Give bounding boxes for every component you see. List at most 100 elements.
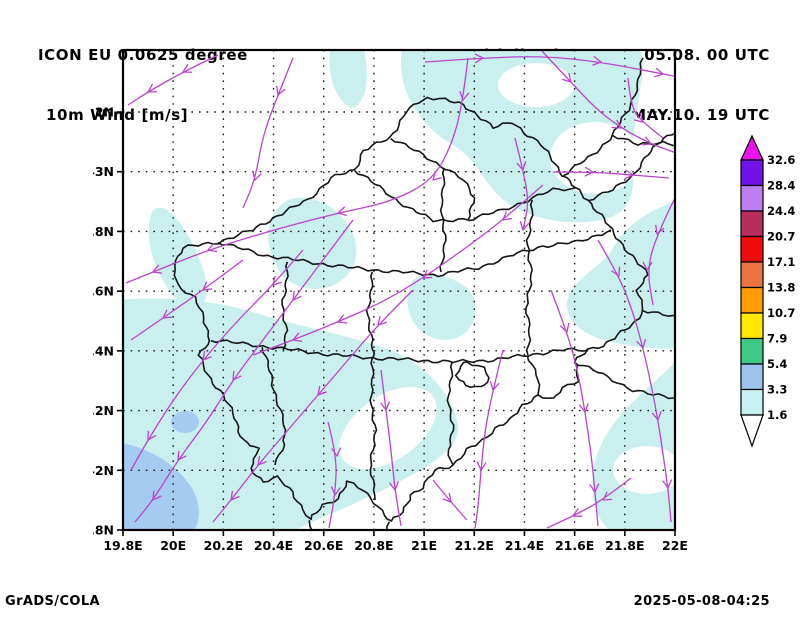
streamline-arrowhead bbox=[377, 315, 387, 326]
shade-region-cyan bbox=[407, 274, 476, 340]
municipality-border bbox=[454, 361, 490, 388]
map-plot-area: 19.8E 20E 20.2E 20.4E 20.6E 20.8E 21E 21.2E 21.4… bbox=[93, 48, 688, 550]
shade-hole-white bbox=[613, 446, 675, 494]
municipality-border bbox=[261, 347, 287, 466]
colorbar-tick-label: 24.4 bbox=[767, 204, 795, 218]
colorbar-arrow-top bbox=[740, 134, 764, 161]
streamline-arrowhead bbox=[202, 350, 212, 361]
municipality-border bbox=[588, 132, 675, 202]
municipality-border bbox=[525, 199, 534, 356]
streamline-arrowhead bbox=[641, 136, 652, 146]
wind-streamlines-layer bbox=[125, 50, 675, 529]
x-tick-label: 21.8E bbox=[605, 538, 644, 550]
grads-credit: GrADS/COLA bbox=[5, 594, 100, 609]
colorbar-segment bbox=[740, 363, 764, 391]
x-tick-label: 22E bbox=[662, 538, 688, 550]
streamline-arrowhead bbox=[337, 314, 348, 324]
streamline-arrowhead bbox=[474, 53, 484, 64]
streamline-arrowhead bbox=[162, 309, 173, 319]
streamline-arrowhead bbox=[337, 206, 348, 217]
municipality-border bbox=[386, 521, 391, 530]
streamline-arrowhead bbox=[442, 492, 452, 503]
y-tick-label: 43N bbox=[93, 164, 114, 179]
streamline bbox=[380, 369, 402, 527]
streamline-arrowhead bbox=[388, 481, 400, 491]
colorbar-segment bbox=[740, 210, 764, 238]
colorbar-tick-label: 17.1 bbox=[767, 255, 795, 269]
streamline-arrowhead bbox=[380, 401, 391, 411]
streamline bbox=[212, 289, 414, 523]
shade-hole-white bbox=[498, 63, 574, 107]
colorbar-segment bbox=[740, 388, 764, 416]
streamline-arrowhead bbox=[182, 63, 193, 73]
streamline-arrowhead bbox=[317, 385, 327, 396]
colorbar-segment bbox=[740, 337, 764, 365]
streamline bbox=[514, 137, 529, 231]
y-tick-label: 42.2N bbox=[93, 403, 114, 418]
streamline bbox=[242, 57, 294, 209]
shade-hole-white bbox=[407, 476, 499, 528]
grid-lines-layer bbox=[123, 50, 675, 530]
streamline bbox=[424, 56, 675, 77]
streamline-arrowhead bbox=[292, 332, 303, 342]
municipality-border bbox=[308, 520, 313, 530]
streamline-arrowhead bbox=[519, 221, 530, 231]
streamline-arrowhead bbox=[152, 264, 163, 274]
streamline bbox=[252, 184, 544, 356]
municipality-border bbox=[390, 137, 476, 221]
shade-region-cyan bbox=[329, 50, 367, 108]
streamline bbox=[125, 57, 469, 284]
shade-region-cyan bbox=[148, 207, 207, 310]
municipality-border bbox=[563, 57, 644, 177]
x-tick-label: 20.2E bbox=[204, 538, 243, 550]
creation-timestamp: 2025-05-08-04:25 bbox=[633, 594, 770, 609]
y-tick-label: 42N bbox=[93, 463, 114, 478]
streamline bbox=[127, 54, 219, 106]
streamline-arrowhead bbox=[502, 211, 513, 221]
colorbar-tick-label: 32.6 bbox=[767, 153, 795, 167]
x-tick-label: 21.2E bbox=[455, 538, 494, 550]
x-tick-label: 21.6E bbox=[555, 538, 594, 550]
streamline-arrowhead bbox=[257, 455, 267, 466]
municipality-border bbox=[210, 339, 589, 364]
streamline-arrowhead bbox=[276, 85, 286, 96]
streamline-arrowhead bbox=[651, 411, 662, 421]
streamline-arrowhead bbox=[422, 269, 433, 279]
colorbar-arrow-bottom bbox=[740, 414, 764, 448]
y-tick-label: 42.6N bbox=[93, 284, 114, 299]
municipality-border bbox=[365, 271, 376, 359]
streamline-arrowhead bbox=[272, 275, 282, 286]
municipality-border bbox=[526, 355, 541, 396]
shade-region-cyan bbox=[566, 201, 675, 349]
streamline-arrowhead bbox=[662, 479, 673, 489]
streamline bbox=[552, 171, 670, 179]
colorbar-tick-label: 20.7 bbox=[767, 230, 795, 244]
municipality-border bbox=[642, 309, 675, 317]
streamline-arrowhead bbox=[559, 322, 570, 333]
streamline-arrowhead bbox=[489, 381, 500, 391]
streamline-arrowhead bbox=[611, 266, 621, 277]
y-tick-label: 41.8N bbox=[93, 523, 114, 538]
streamline bbox=[546, 477, 632, 529]
colorbar-tick-label: 28.4 bbox=[767, 179, 795, 193]
x-tick-label: 19.8E bbox=[103, 538, 142, 550]
streamline-arrowhead bbox=[655, 224, 665, 235]
streamline-arrowhead bbox=[230, 490, 240, 501]
streamline bbox=[540, 50, 675, 154]
y-tick-label: 42.4N bbox=[93, 343, 114, 358]
streamline-arrowhead bbox=[611, 119, 622, 129]
streamline-arrowhead bbox=[476, 461, 487, 471]
shade-region-cyan bbox=[592, 362, 675, 530]
streamline-arrowhead bbox=[147, 430, 157, 441]
streamline-arrowhead bbox=[642, 261, 653, 271]
municipality-border bbox=[281, 261, 289, 351]
colorbar-segment bbox=[740, 312, 764, 340]
x-tick-label: 20.4E bbox=[254, 538, 293, 550]
streamline-arrowhead bbox=[584, 166, 594, 177]
streamline bbox=[130, 259, 244, 341]
colorbar-segment bbox=[740, 159, 764, 187]
streamline bbox=[432, 479, 468, 521]
x-tick-label: 21E bbox=[411, 538, 437, 550]
streamline-arrowhead bbox=[202, 281, 213, 291]
